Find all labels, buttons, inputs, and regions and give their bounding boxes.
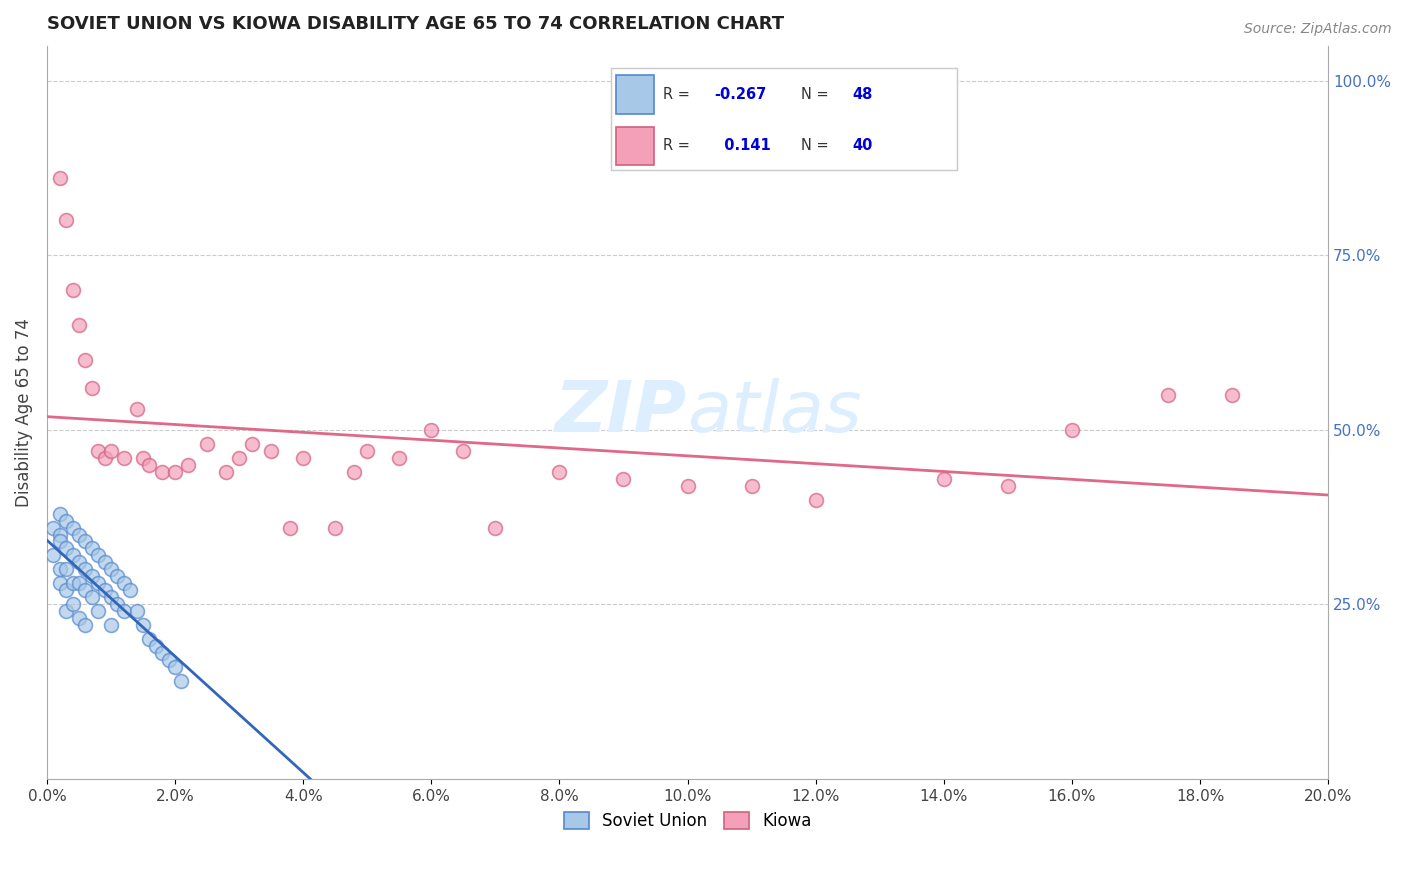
Point: [1220, 388, 1243, 402]
Point: [932, 472, 955, 486]
Point: [356, 443, 378, 458]
Point: [75, 562, 97, 576]
Point: [453, 443, 475, 458]
Point: [62, 549, 84, 563]
Point: [278, 520, 301, 534]
Point: [67, 556, 90, 570]
Point: [484, 520, 506, 534]
Point: [75, 618, 97, 632]
Point: [157, 653, 180, 667]
Y-axis label: Disability Age 65 to 74: Disability Age 65 to 74: [15, 318, 32, 507]
Point: [343, 465, 366, 479]
Point: [42, 549, 65, 563]
Point: [112, 604, 135, 618]
Point: [420, 423, 443, 437]
Point: [997, 478, 1019, 492]
Point: [804, 492, 827, 507]
Point: [93, 450, 115, 465]
Point: [105, 598, 128, 612]
Point: [150, 646, 173, 660]
Point: [132, 450, 155, 465]
Point: [67, 318, 90, 332]
Point: [100, 618, 122, 632]
Point: [67, 611, 90, 625]
Point: [55, 213, 77, 227]
Text: SOVIET UNION VS KIOWA DISABILITY AGE 65 TO 74 CORRELATION CHART: SOVIET UNION VS KIOWA DISABILITY AGE 65 …: [46, 15, 785, 33]
Point: [48, 527, 70, 541]
Point: [62, 576, 84, 591]
Point: [120, 583, 142, 598]
Point: [100, 443, 122, 458]
Point: [93, 583, 115, 598]
Point: [112, 450, 135, 465]
Point: [260, 443, 283, 458]
Point: [138, 632, 160, 647]
Point: [195, 436, 218, 450]
Point: [48, 562, 70, 576]
Point: [105, 569, 128, 583]
Point: [87, 576, 110, 591]
Point: [55, 541, 77, 556]
Point: [93, 556, 115, 570]
Point: [741, 478, 763, 492]
Point: [75, 534, 97, 549]
Point: [150, 465, 173, 479]
Point: [55, 583, 77, 598]
Point: [67, 527, 90, 541]
Point: [55, 604, 77, 618]
Point: [1157, 388, 1180, 402]
Point: [138, 458, 160, 472]
Point: [48, 534, 70, 549]
Point: [177, 458, 200, 472]
Point: [75, 583, 97, 598]
Point: [612, 472, 634, 486]
Point: [67, 576, 90, 591]
Text: atlas: atlas: [688, 378, 862, 447]
Text: ZIP: ZIP: [555, 378, 688, 447]
Point: [163, 660, 186, 674]
Point: [55, 562, 77, 576]
Point: [55, 514, 77, 528]
Text: Source: ZipAtlas.com: Source: ZipAtlas.com: [1244, 22, 1392, 37]
Point: [228, 450, 250, 465]
Point: [125, 604, 148, 618]
Point: [87, 604, 110, 618]
Point: [676, 478, 699, 492]
Point: [132, 618, 155, 632]
Point: [48, 576, 70, 591]
Point: [100, 562, 122, 576]
Point: [548, 465, 571, 479]
Point: [80, 541, 103, 556]
Point: [170, 674, 193, 689]
Legend: Soviet Union, Kiowa: Soviet Union, Kiowa: [557, 805, 818, 837]
Point: [75, 352, 97, 367]
Point: [215, 465, 238, 479]
Point: [80, 591, 103, 605]
Point: [112, 576, 135, 591]
Point: [1060, 423, 1083, 437]
Point: [323, 520, 346, 534]
Point: [80, 569, 103, 583]
Point: [48, 171, 70, 186]
Point: [163, 465, 186, 479]
Point: [240, 436, 263, 450]
Point: [145, 639, 167, 653]
Point: [80, 381, 103, 395]
Point: [388, 450, 411, 465]
Point: [87, 443, 110, 458]
Point: [62, 520, 84, 534]
Point: [42, 520, 65, 534]
Point: [125, 401, 148, 416]
Point: [62, 283, 84, 297]
Point: [100, 591, 122, 605]
Point: [48, 507, 70, 521]
Point: [292, 450, 315, 465]
Point: [62, 598, 84, 612]
Point: [87, 549, 110, 563]
